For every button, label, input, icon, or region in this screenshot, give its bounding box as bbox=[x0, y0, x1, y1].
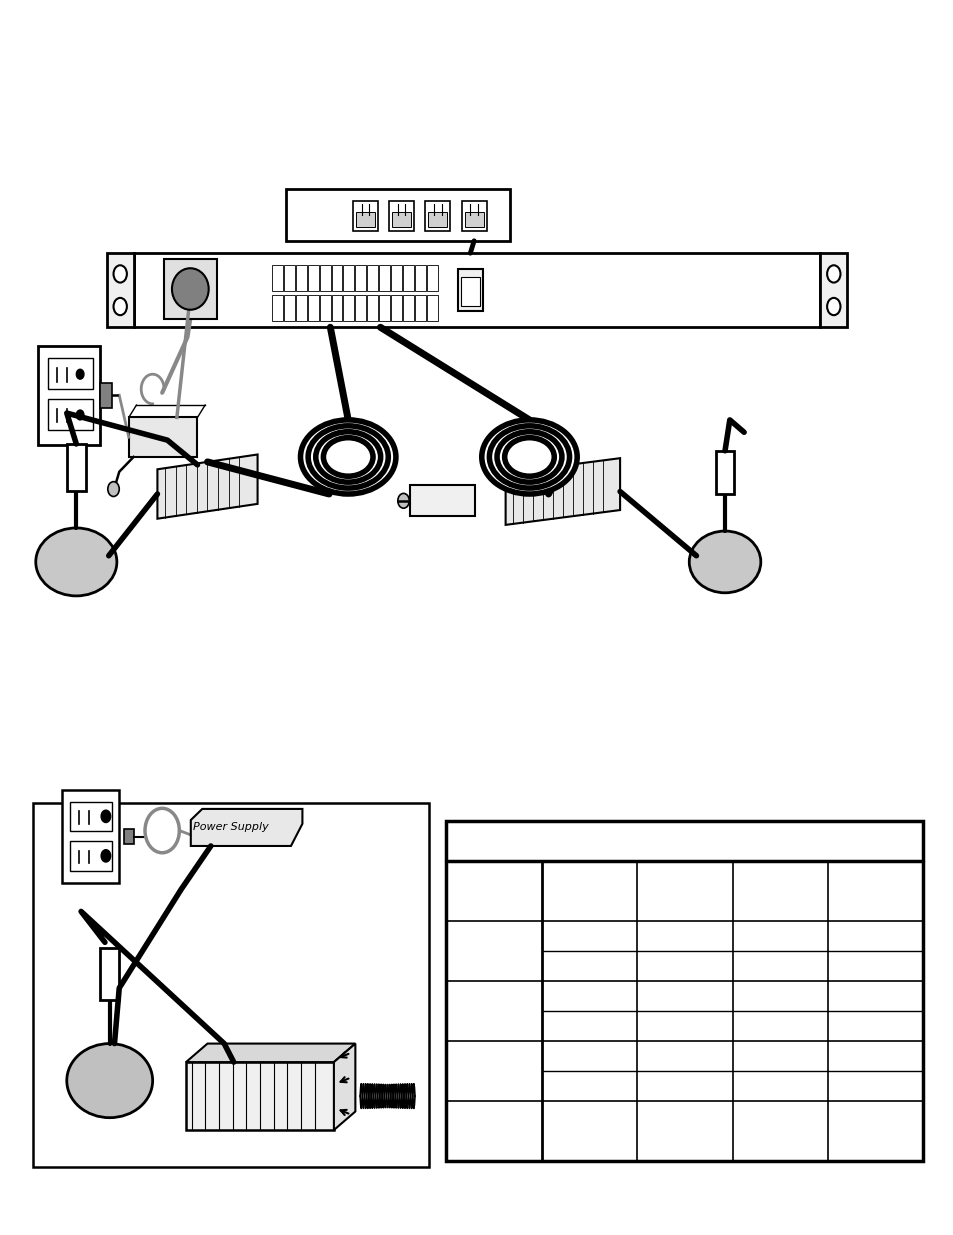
Bar bbox=[460, 277, 479, 306]
Ellipse shape bbox=[489, 426, 569, 488]
Circle shape bbox=[108, 482, 119, 496]
Ellipse shape bbox=[512, 443, 546, 471]
Circle shape bbox=[113, 266, 127, 283]
Polygon shape bbox=[505, 458, 619, 525]
Bar bbox=[415, 266, 425, 291]
Bar bbox=[367, 295, 377, 321]
Bar bbox=[415, 295, 425, 321]
Bar bbox=[355, 266, 366, 291]
Ellipse shape bbox=[688, 531, 760, 593]
Ellipse shape bbox=[323, 437, 373, 477]
Circle shape bbox=[113, 298, 127, 315]
Circle shape bbox=[826, 266, 840, 283]
Circle shape bbox=[76, 369, 84, 379]
Ellipse shape bbox=[315, 432, 380, 482]
Bar bbox=[353, 201, 377, 231]
Bar bbox=[70, 841, 112, 871]
Bar bbox=[355, 212, 375, 227]
Bar bbox=[307, 266, 318, 291]
Ellipse shape bbox=[67, 1044, 152, 1118]
Bar bbox=[67, 443, 86, 490]
Polygon shape bbox=[334, 1044, 355, 1130]
Bar bbox=[389, 201, 414, 231]
Bar bbox=[391, 266, 401, 291]
Bar bbox=[33, 803, 429, 1167]
Ellipse shape bbox=[308, 426, 388, 488]
Circle shape bbox=[101, 810, 111, 823]
Bar bbox=[425, 201, 450, 231]
Bar bbox=[355, 295, 366, 321]
Polygon shape bbox=[186, 1062, 334, 1130]
Bar bbox=[410, 485, 475, 516]
Bar bbox=[100, 948, 119, 1000]
Polygon shape bbox=[186, 1044, 355, 1062]
Circle shape bbox=[76, 410, 84, 420]
Bar bbox=[38, 346, 100, 445]
Ellipse shape bbox=[504, 437, 554, 477]
Bar bbox=[367, 266, 377, 291]
Circle shape bbox=[397, 494, 409, 509]
Bar bbox=[272, 266, 282, 291]
Ellipse shape bbox=[172, 268, 209, 310]
Bar bbox=[48, 399, 92, 430]
Bar bbox=[283, 266, 294, 291]
Bar bbox=[457, 269, 482, 311]
Bar bbox=[392, 212, 411, 227]
Bar bbox=[426, 266, 437, 291]
Bar bbox=[402, 295, 414, 321]
Circle shape bbox=[826, 298, 840, 315]
Ellipse shape bbox=[497, 432, 561, 482]
Bar bbox=[129, 417, 197, 457]
Bar bbox=[402, 266, 414, 291]
Bar bbox=[446, 821, 923, 1161]
Bar bbox=[331, 266, 342, 291]
Ellipse shape bbox=[300, 420, 395, 494]
Polygon shape bbox=[157, 454, 257, 519]
Bar bbox=[295, 266, 306, 291]
Bar bbox=[164, 259, 216, 319]
Bar bbox=[272, 295, 282, 321]
Bar bbox=[133, 253, 820, 327]
Bar bbox=[100, 383, 112, 408]
Bar bbox=[286, 189, 510, 241]
Bar bbox=[343, 266, 354, 291]
Bar bbox=[70, 802, 112, 831]
Bar bbox=[48, 358, 92, 389]
Bar bbox=[378, 266, 390, 291]
Ellipse shape bbox=[331, 443, 365, 471]
Ellipse shape bbox=[36, 529, 116, 595]
Bar bbox=[62, 790, 119, 883]
Bar bbox=[428, 212, 447, 227]
Bar bbox=[331, 295, 342, 321]
Polygon shape bbox=[191, 809, 302, 846]
Bar bbox=[378, 295, 390, 321]
Bar bbox=[283, 295, 294, 321]
Bar bbox=[461, 201, 486, 231]
Bar bbox=[464, 212, 483, 227]
Ellipse shape bbox=[481, 420, 577, 494]
Bar bbox=[820, 253, 846, 327]
Bar bbox=[426, 295, 437, 321]
Bar bbox=[319, 266, 330, 291]
Bar bbox=[307, 295, 318, 321]
Bar bbox=[295, 295, 306, 321]
Bar bbox=[107, 253, 133, 327]
Bar bbox=[716, 451, 733, 494]
Bar bbox=[391, 295, 401, 321]
Bar bbox=[319, 295, 330, 321]
Bar bbox=[343, 295, 354, 321]
Circle shape bbox=[101, 850, 111, 862]
Bar bbox=[124, 830, 133, 845]
Text: Power Supply: Power Supply bbox=[193, 823, 269, 832]
